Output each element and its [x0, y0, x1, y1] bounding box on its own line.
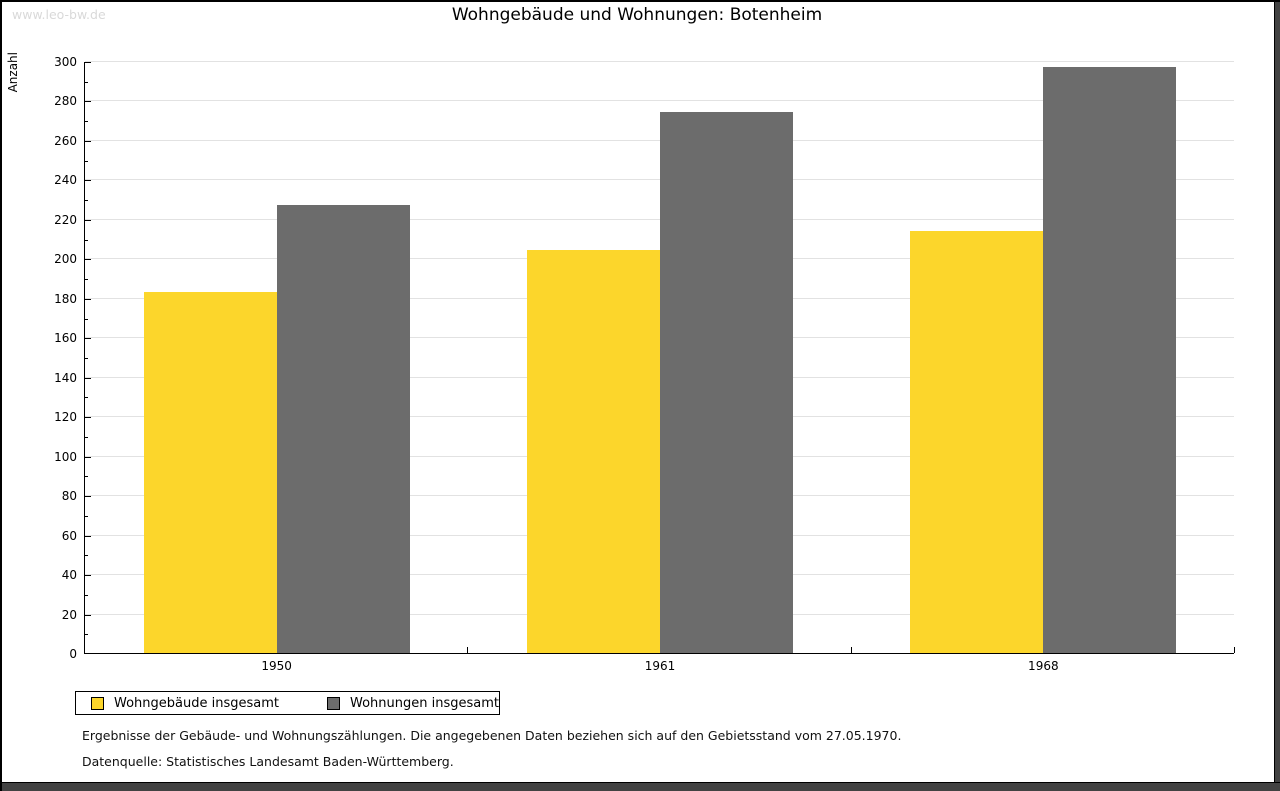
- y-axis-tick-label: 80: [61, 489, 77, 504]
- y-axis-tick-label: 100: [54, 449, 77, 464]
- y-axis-major-tick: [85, 180, 91, 182]
- bar-wohngeb-ude-insgesamt-1968: [910, 230, 1044, 653]
- x-axis-category-label: 1968: [1028, 659, 1059, 673]
- y-axis-major-tick: [85, 219, 91, 221]
- site-watermark: www.leo-bw.de: [12, 7, 106, 22]
- y-axis-minor-tick: [85, 594, 88, 596]
- y-axis-minor-tick: [85, 515, 88, 517]
- y-axis-major-tick: [85, 62, 91, 63]
- y-axis-minor-tick: [85, 358, 88, 359]
- footnote-description: Ergebnisse der Gebäude- und Wohnungszähl…: [82, 728, 902, 743]
- legend-label: Wohnungen insgesamt: [350, 695, 499, 711]
- y-axis-major-tick: [85, 101, 91, 103]
- y-axis-major-tick: [85, 496, 91, 498]
- y-axis-minor-tick: [85, 476, 88, 478]
- y-axis-minor-tick: [85, 397, 88, 399]
- y-axis-tick-label: 260: [54, 133, 77, 148]
- x-axis-category-label: 1961: [644, 659, 676, 673]
- chart-title: Wohngebäude und Wohnungen: Botenheim: [451, 5, 823, 25]
- legend-item-wohnungen: Wohnungen insgesamt: [327, 696, 499, 711]
- gridline: [85, 100, 1234, 102]
- y-axis-minor-tick: [85, 121, 88, 123]
- x-axis-category-label: 1950: [261, 659, 292, 673]
- y-axis-title: Anzahl: [6, 52, 20, 93]
- legend: Wohngebäude insgesamt Wohnungen insgesam…: [75, 691, 500, 715]
- y-axis-tick-label: 60: [61, 528, 77, 543]
- y-axis-major-tick: [85, 338, 91, 340]
- y-axis-tick-label: 240: [54, 173, 77, 188]
- y-axis-tick-label: 120: [54, 410, 77, 425]
- y-axis-minor-tick: [85, 200, 88, 202]
- bar-wohngeb-ude-insgesamt-1950: [143, 291, 277, 653]
- legend-swatch-yellow: [91, 696, 104, 710]
- footnote-source: Datenquelle: Statistisches Landesamt Bad…: [82, 754, 454, 769]
- y-axis-tick-label: 0: [69, 647, 77, 661]
- y-axis-minor-tick: [85, 555, 88, 557]
- window-edge-right: [1274, 2, 1280, 791]
- y-axis-minor-tick: [85, 436, 88, 438]
- y-axis-minor-tick: [85, 318, 88, 320]
- y-axis-tick-label: 220: [54, 212, 77, 227]
- y-axis-major-tick: [85, 456, 91, 458]
- x-axis-tick: [850, 647, 852, 653]
- gridline: [85, 61, 1234, 62]
- legend-item-wohngebaeude: Wohngebäude insgesamt: [91, 696, 279, 711]
- y-axis-minor-tick: [85, 160, 88, 162]
- y-axis-minor-tick: [85, 81, 88, 83]
- y-axis-tick-label: 160: [54, 331, 77, 346]
- gridline: [85, 179, 1234, 181]
- plot-area: 0 20 40 60 80 100 120 140 160 180 200 220 240 260 280 3…: [54, 55, 1235, 673]
- y-axis-major-tick: [85, 653, 91, 654]
- bar-wohnungen-insgesamt-1961: [660, 112, 793, 653]
- y-axis-tick-label: 20: [61, 607, 77, 622]
- y-axis-tick-label: 280: [54, 94, 77, 109]
- y-axis-minor-tick: [85, 239, 88, 241]
- x-axis-tick: [1234, 647, 1235, 653]
- y-axis-minor-tick: [85, 634, 88, 636]
- y-axis-tick-label: 140: [54, 370, 77, 385]
- y-axis-major-tick: [85, 377, 91, 379]
- y-axis-major-tick: [85, 535, 91, 537]
- y-axis-minor-tick: [85, 279, 88, 281]
- bar-wohngeb-ude-insgesamt-1961: [527, 250, 660, 653]
- legend-swatch-gray: [327, 696, 340, 710]
- y-axis-major-tick: [85, 575, 91, 577]
- y-axis-tick-label: 300: [54, 55, 77, 69]
- y-axis-major-tick: [85, 298, 91, 300]
- y-axis-major-tick: [85, 259, 91, 261]
- y-axis-major-tick: [85, 417, 91, 419]
- x-axis-tick: [467, 647, 469, 653]
- bar-wohnungen-insgesamt-1968: [1043, 66, 1177, 653]
- bar-wohnungen-insgesamt-1950: [276, 205, 410, 653]
- legend-label: Wohngebäude insgesamt: [114, 695, 279, 711]
- gridline: [85, 218, 1234, 220]
- y-axis-tick-label: 180: [54, 291, 77, 306]
- y-axis-tick-label: 40: [61, 568, 77, 583]
- y-axis-major-tick: [85, 140, 91, 142]
- y-axis-tick-label: 200: [54, 252, 77, 267]
- window-edge-bottom: [2, 782, 1280, 791]
- gridline: [85, 139, 1234, 141]
- y-axis-major-tick: [85, 614, 91, 616]
